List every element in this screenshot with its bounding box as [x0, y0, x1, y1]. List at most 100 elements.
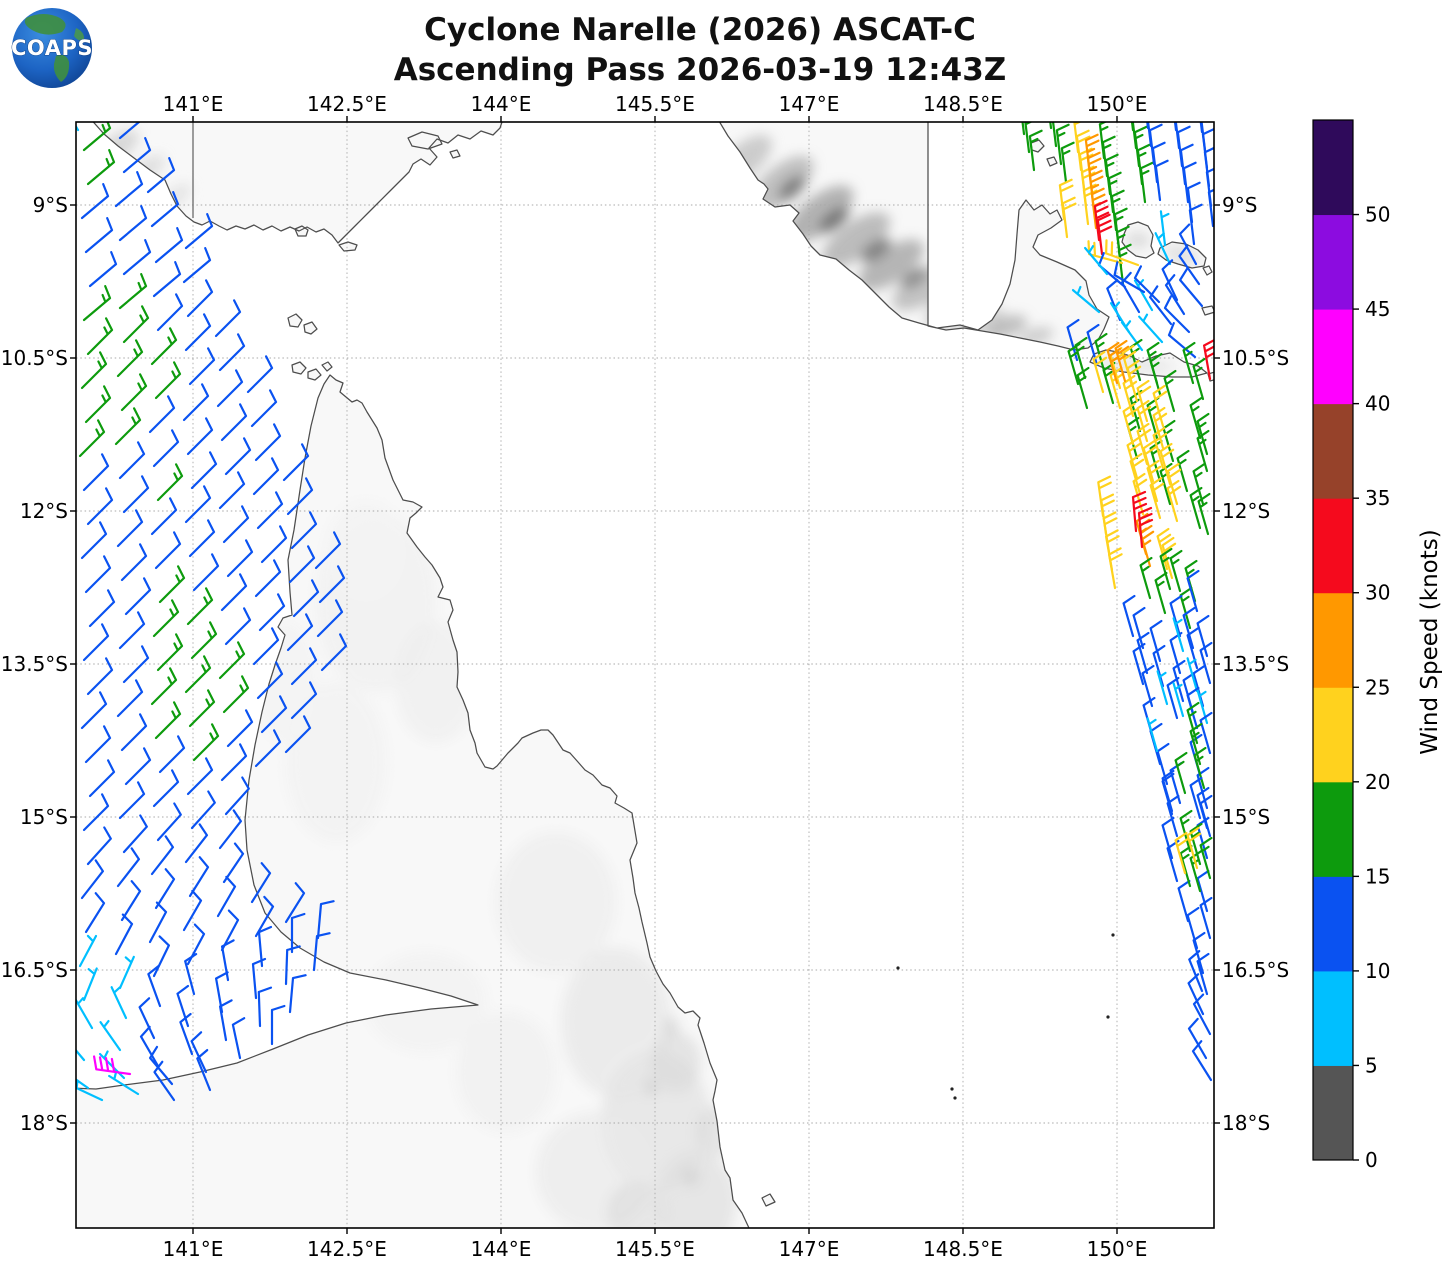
wind-barb	[152, 599, 180, 638]
wind-barb	[1166, 676, 1180, 720]
wind-barb	[282, 443, 310, 482]
islet-dot	[896, 966, 900, 970]
wind-barb	[284, 945, 301, 986]
wind-barb	[1090, 187, 1106, 230]
wind-barb	[1146, 717, 1159, 753]
wind-barb	[184, 313, 212, 352]
wind-barb	[114, 171, 144, 208]
wind-barb	[186, 279, 214, 318]
lon-label-top: 148.5°E	[923, 92, 1003, 116]
wind-barb	[190, 451, 218, 490]
wind-barb	[1161, 816, 1175, 860]
colorbar-segment	[1313, 1065, 1353, 1161]
wind-barb	[288, 545, 316, 584]
barb-group-right-swath-main	[1066, 318, 1214, 1082]
wind-barb	[1139, 524, 1155, 568]
colorbar-tick-label: 15	[1365, 864, 1390, 888]
wind-barb	[1186, 686, 1200, 730]
wind-barb	[1192, 993, 1212, 1036]
wind-barb	[1139, 556, 1153, 600]
wind-barb	[1189, 776, 1203, 820]
barb-group-left-swath-bottom	[76, 900, 335, 1102]
colorbar-segment	[1313, 120, 1353, 216]
lon-label-bottom: 141°E	[163, 1237, 224, 1261]
lon-label-bottom: 148.5°E	[923, 1237, 1003, 1261]
wind-barb	[1106, 341, 1122, 385]
lat-label-right: 16.5°S	[1222, 958, 1289, 982]
wind-barb	[1133, 265, 1161, 304]
wind-barb	[84, 725, 112, 764]
colorbar-tick-label: 35	[1365, 486, 1390, 510]
colorbar-frame	[1312, 119, 1354, 1161]
wind-barb	[1164, 274, 1186, 316]
wind-barb	[316, 900, 335, 940]
wind-barb	[148, 395, 176, 434]
wind-barb	[186, 417, 214, 456]
wind-barb	[1196, 869, 1210, 913]
wind-barb	[80, 691, 108, 730]
wind-barb	[218, 471, 246, 510]
wind-barb	[1113, 261, 1146, 294]
coast-fly_island_b	[449, 149, 461, 159]
wind-barb	[118, 611, 146, 650]
lon-label-bottom: 150°E	[1087, 1237, 1148, 1261]
wind-barb	[122, 239, 152, 276]
wind-barb	[1189, 396, 1203, 440]
wind-barb	[218, 641, 246, 680]
wind-barb	[220, 403, 248, 442]
wind-barb	[182, 247, 212, 284]
wind-barb	[88, 251, 118, 288]
wind-barb	[1131, 490, 1148, 533]
wind-barb	[286, 477, 314, 516]
coast-png_west	[92, 122, 503, 244]
wind-barb	[76, 1048, 86, 1062]
wind-barb	[1203, 146, 1214, 188]
wind-barb	[1186, 569, 1200, 613]
wind-barb	[138, 997, 156, 1040]
wind-barb	[98, 1050, 126, 1080]
wind-barb	[122, 137, 152, 174]
wind-barb	[1156, 527, 1172, 571]
wind-barb	[158, 735, 186, 774]
wind-barb	[1184, 559, 1198, 603]
terrain-blob	[656, 1152, 736, 1228]
wind-barb	[152, 769, 180, 808]
wind-barb	[1132, 472, 1148, 516]
wind-barb	[221, 939, 235, 982]
colorbar-tick-label: 5	[1365, 1053, 1378, 1077]
terrain-blob	[286, 682, 386, 842]
wind-barb	[1182, 606, 1196, 650]
terrain-blob	[663, 1017, 679, 1037]
terrain-blob	[1164, 245, 1200, 265]
wind-barb	[1076, 366, 1090, 410]
wind-barb	[188, 519, 216, 558]
wind-barb	[292, 579, 320, 618]
lon-label-top: 147°E	[779, 92, 840, 116]
wind-barb	[254, 423, 282, 462]
wind-barb	[184, 213, 214, 250]
wind-barb	[226, 709, 254, 748]
colorbar-axis-label: Wind Speed (knots)	[1417, 529, 1443, 754]
wind-barb	[257, 986, 273, 1028]
wind-barb	[1142, 696, 1156, 740]
wind-barb	[1105, 239, 1140, 267]
wind-barb	[224, 437, 252, 476]
wind-barb	[1122, 374, 1138, 418]
lon-label-bottom: 145.5°E	[615, 1237, 695, 1261]
terrain-blob	[682, 1168, 700, 1186]
wind-barb	[84, 217, 114, 254]
terrain-blob	[644, 1079, 658, 1095]
wind-barb	[1169, 549, 1183, 593]
wind-barb	[82, 453, 110, 492]
map-ticks	[70, 116, 1220, 1234]
wind-barb	[82, 793, 110, 832]
wind-barb	[246, 355, 274, 394]
wind-barb	[80, 351, 108, 390]
wind-barb	[179, 1012, 194, 1056]
wind-barb	[220, 573, 248, 612]
lat-label-right: 18°S	[1222, 1111, 1270, 1135]
wind-barb	[154, 531, 182, 570]
wind-barb	[192, 553, 220, 592]
wind-barb	[184, 823, 208, 864]
lon-label-top: 141°E	[163, 92, 224, 116]
